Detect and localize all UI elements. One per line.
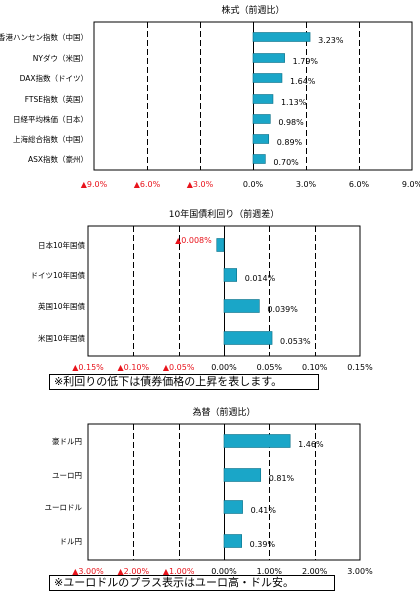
bar xyxy=(252,114,271,124)
data-label: 3.23% xyxy=(318,36,344,45)
tick-label: ▲0.15% xyxy=(72,363,104,372)
bar xyxy=(252,94,274,104)
tick-label: 2.00% xyxy=(302,567,328,576)
data-label: 0.053% xyxy=(280,337,311,346)
bar xyxy=(223,434,291,448)
tick-label: ▲3.0% xyxy=(187,180,214,189)
tick-label: ▲3.00% xyxy=(72,567,104,576)
data-label: 0.39% xyxy=(250,540,276,549)
tick-label: ▲6.0% xyxy=(134,180,161,189)
tick-label: 3.00% xyxy=(347,567,373,576)
data-label: 0.81% xyxy=(269,474,295,483)
data-label: 0.70% xyxy=(273,158,299,167)
bar xyxy=(252,154,266,164)
category-label: NYダウ（米国） xyxy=(33,53,88,63)
chart-title: 10年国債利回り（前週差） xyxy=(169,208,279,220)
chart-note: ※ユーロドルのプラス表示はユーロ高・ドル安。 xyxy=(49,575,335,591)
tick-label: 3.0% xyxy=(296,180,317,189)
tick-label: 1.00% xyxy=(257,567,283,576)
category-label: 日経平均株価（日本） xyxy=(13,114,88,124)
bar xyxy=(223,268,237,282)
data-label: ▲0.008% xyxy=(175,236,212,245)
tick-label: ▲2.00% xyxy=(118,567,150,576)
bar xyxy=(252,73,283,83)
tick-label: 0.00% xyxy=(211,363,237,372)
data-label: 0.014% xyxy=(245,274,276,283)
category-label: ユーロドル xyxy=(45,503,83,512)
bar xyxy=(252,32,311,42)
data-label: 0.98% xyxy=(278,118,304,127)
category-label: 香港ハンセン指数（中国） xyxy=(0,32,88,42)
tick-label: 6.0% xyxy=(349,180,370,189)
tick-label: 0.05% xyxy=(257,363,283,372)
tick-label: 0.10% xyxy=(302,363,328,372)
data-label: 1.46% xyxy=(298,440,324,449)
category-label: ドル円 xyxy=(60,537,83,546)
bar xyxy=(223,299,260,313)
data-label: 1.64% xyxy=(290,77,316,86)
tick-label: ▲0.05% xyxy=(163,363,195,372)
bar xyxy=(223,534,242,548)
data-label: 0.039% xyxy=(267,305,298,314)
bar xyxy=(252,134,270,144)
data-label: 0.41% xyxy=(251,506,277,515)
category-label: ASX指数（豪州） xyxy=(28,154,88,164)
category-label: ドイツ10年国債 xyxy=(30,270,85,280)
tick-label: 0.00% xyxy=(211,567,237,576)
bar xyxy=(252,53,285,63)
data-label: 1.13% xyxy=(281,98,307,107)
category-label: 豪ドル円 xyxy=(52,436,82,446)
bar xyxy=(216,238,225,252)
tick-label: 0.15% xyxy=(347,363,373,372)
tick-label: 0.0% xyxy=(243,180,264,189)
chart-title: 為替（前週比） xyxy=(192,406,255,418)
category-label: 英国10年国債 xyxy=(38,301,86,311)
category-label: ユーロ円 xyxy=(52,471,82,480)
category-label: FTSE指数（英国） xyxy=(25,94,88,104)
category-label: 米国10年国債 xyxy=(38,333,86,343)
chart-title: 株式（前週比） xyxy=(221,4,284,16)
bar xyxy=(223,500,243,514)
tick-label: 9.0% xyxy=(402,180,420,189)
category-label: 上海総合指数（中国） xyxy=(13,134,88,144)
chart-note: ※利回りの低下は債券価格の上昇を表します。 xyxy=(49,374,319,390)
data-label: 1.79% xyxy=(293,57,319,66)
tick-label: ▲1.00% xyxy=(163,567,195,576)
data-label: 0.89% xyxy=(277,138,303,147)
category-label: DAX指数（ドイツ） xyxy=(20,73,88,83)
bar xyxy=(223,468,262,482)
category-label: 日本10年国債 xyxy=(38,240,86,250)
bar xyxy=(223,331,273,345)
tick-label: ▲0.10% xyxy=(118,363,150,372)
tick-label: ▲9.0% xyxy=(81,180,108,189)
